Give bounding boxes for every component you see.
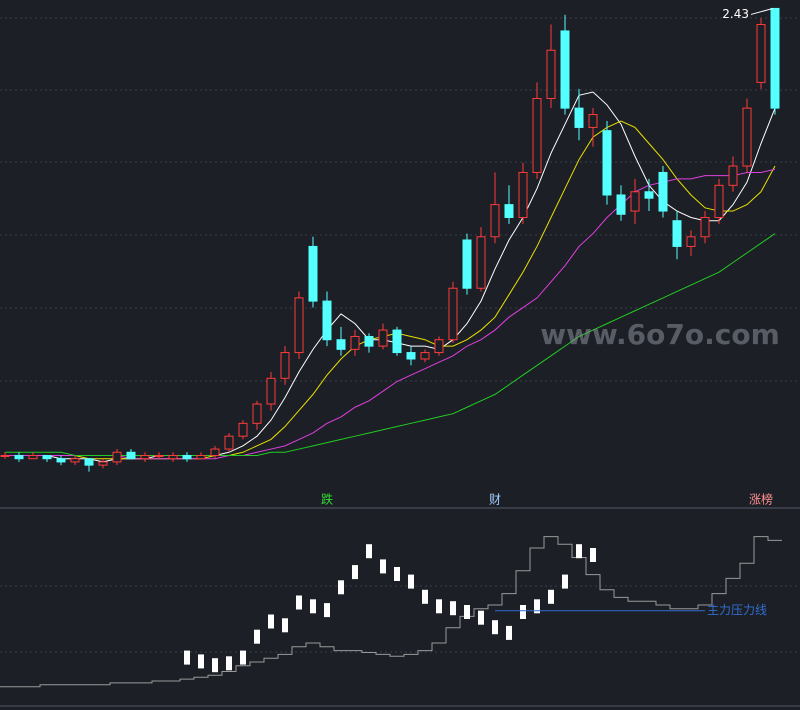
candle-body [616, 194, 626, 215]
candle-body [252, 403, 262, 424]
indicator-bar [212, 658, 218, 673]
grid [0, 17, 800, 653]
candle-body [154, 454, 164, 457]
candle-body [728, 165, 738, 186]
indicator-bar [408, 574, 414, 589]
candle-body [532, 97, 542, 173]
candle-body [196, 454, 206, 460]
candle-body [112, 451, 122, 463]
candle-body [588, 114, 598, 128]
candle-body [322, 300, 332, 341]
indicator-bar [576, 544, 582, 559]
indicator-bar [282, 618, 288, 633]
candle-body [420, 352, 430, 360]
candle-body [280, 352, 290, 379]
candle-body [266, 377, 276, 405]
candle-body [714, 184, 724, 218]
candle-body [546, 49, 556, 99]
candle-body [686, 236, 696, 247]
indicator-bar [366, 544, 372, 559]
indicator-bar [450, 601, 456, 616]
indicator-bar [184, 650, 190, 665]
signal-label: 财 [489, 493, 501, 507]
indicator-bar [422, 589, 428, 604]
candle-body [700, 216, 710, 238]
candle-body [294, 297, 304, 354]
step-line [0, 536, 782, 688]
candle-body [476, 236, 486, 289]
indicator-bar [240, 650, 246, 665]
candle-body [336, 339, 346, 350]
indicator-bar [254, 629, 260, 644]
candle-body [0, 454, 10, 457]
candle-body [630, 191, 640, 212]
signal-label: 跌 [321, 492, 333, 507]
pressure-label: 主力压力线 [707, 603, 767, 617]
candle-body [238, 422, 248, 437]
candle-body [560, 30, 570, 109]
indicator-bar [506, 625, 512, 640]
indicator-bar [296, 595, 302, 610]
candle-body [140, 454, 150, 460]
indicator-bar [548, 589, 554, 604]
candle-body [308, 245, 318, 302]
candle-body [490, 204, 500, 238]
indicator-bar [380, 559, 386, 574]
watermark: www.6o7o.com [540, 318, 780, 351]
candle-body [378, 329, 388, 347]
candle-body [168, 454, 178, 460]
indicator-bar [590, 548, 596, 562]
indicator-bar [464, 605, 470, 619]
candle-body [350, 335, 360, 350]
candle-body [756, 24, 766, 83]
candle-body [448, 287, 458, 341]
indicator-bar [310, 599, 316, 614]
candle-body [126, 451, 136, 460]
indicator-bar [226, 656, 232, 671]
candle-body [364, 335, 374, 347]
candle-body [672, 220, 682, 247]
candle-body [434, 339, 444, 354]
candle-body [462, 239, 472, 289]
candle-body [56, 458, 66, 463]
candle-body [770, 7, 780, 109]
candle-body [742, 107, 752, 167]
indicator-bar [436, 599, 442, 614]
candle-body [406, 352, 416, 360]
indicator-bar [534, 599, 540, 614]
candle-body [518, 171, 528, 218]
candle-body [602, 130, 612, 196]
candle-body [644, 191, 654, 199]
candle-body [182, 454, 192, 460]
max-label: 2.43 [722, 7, 749, 21]
candle-body [84, 458, 94, 466]
candle-body [28, 454, 38, 460]
candle-body [70, 458, 80, 463]
indicator-bar [338, 580, 344, 595]
indicator-bar [478, 610, 484, 625]
indicator-bar [562, 574, 568, 589]
indicator-bar [324, 603, 330, 618]
candle-body [98, 461, 108, 466]
candle-body [14, 454, 24, 460]
candle-body [658, 171, 668, 212]
indicator-bar [492, 620, 498, 635]
signal-label: 涨榜 [749, 492, 773, 507]
max-pointer [750, 7, 774, 15]
candle-body [42, 454, 52, 460]
indicator-bar [520, 605, 526, 619]
candle-body [574, 107, 584, 128]
indicator-bar [352, 565, 358, 580]
indicator-bar [394, 567, 400, 581]
candle-body [392, 329, 402, 354]
candle-body [504, 204, 514, 218]
indicator-bar [268, 614, 274, 629]
indicator-bar [198, 654, 204, 669]
candle-body [210, 448, 220, 456]
candle-body [224, 435, 234, 450]
